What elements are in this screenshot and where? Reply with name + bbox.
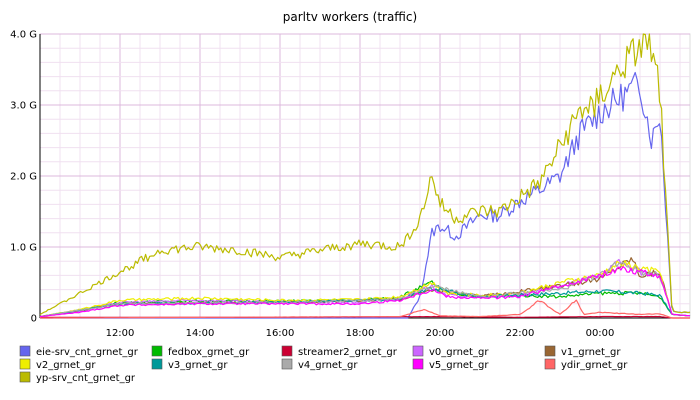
legend-swatch-v0-grnet-gr [412,345,424,357]
legend-swatch-streamer2-grnet-gr [281,345,293,357]
legend-swatch-v3-grnet-gr [151,358,163,370]
legend-label-v4-grnet-gr: v4_grnet_gr [298,360,358,371]
x-tick-label: 16:00 [266,328,295,339]
series-line-v1-grnet-gr [39,257,691,318]
axes: 0 1.0 G 2.0 G 3.0 G 4.0 G 12:00 14:00 16:00 18:0… [10,30,690,339]
series-lines [39,33,691,319]
legend-swatch-yp-srv-cnt-grnet-gr [19,371,31,383]
x-tick-label: 20:00 [426,328,455,339]
legend-label-v0-grnet-gr: v0_grnet_gr [429,347,489,358]
legend-swatch-ydir-grnet-gr [544,358,556,370]
legend-label-v3-grnet-gr: v3_grnet_gr [168,360,228,371]
x-tick-label: 22:00 [506,328,535,339]
y-tick-label: 1.0 G [10,243,37,254]
y-tick-label: 0 [31,314,37,325]
series-line-ydir-grnet-gr [40,299,690,319]
legend-label-v1-grnet-gr: v1_grnet_gr [561,347,621,358]
series-line-v0-grnet-gr [39,258,691,318]
legend-swatch-fedbox-grnet-gr [151,345,163,357]
series-line-v5-grnet-gr [39,266,691,318]
x-tick-label: 18:00 [346,328,375,339]
legend: eie-srv_cnt_grnet_gr fedbox_grnet_gr strea… [19,345,628,384]
x-tick-label: 00:00 [586,328,615,339]
legend-label-streamer2-grnet-gr: streamer2_grnet_gr [298,347,398,358]
legend-swatch-v5-grnet-gr [412,358,424,370]
x-tick-label: 12:00 [106,328,135,339]
legend-label-fedbox-grnet-gr: fedbox_grnet_gr [168,347,250,358]
legend-label-v5-grnet-gr: v5_grnet_gr [429,360,489,371]
legend-swatch-v1-grnet-gr [544,345,556,357]
legend-label-eie-srv-cnt-grnet-gr: eie-srv_cnt_grnet_gr [36,347,139,358]
series-line-v2-grnet-gr [39,260,691,318]
y-tick-label: 2.0 G [10,172,37,183]
legend-swatch-v4-grnet-gr [281,358,293,370]
y-tick-label: 4.0 G [10,30,37,41]
legend-swatch-v2-grnet-gr [19,358,31,370]
legend-label-ydir-grnet-gr: ydir_grnet_gr [561,360,628,371]
legend-label-v2-grnet-gr: v2_grnet_gr [36,360,96,371]
legend-label-yp-srv-cnt-grnet-gr: yp-srv_cnt_grnet_gr [36,373,136,384]
chart-title: parltv workers (traffic) [283,10,417,24]
y-tick-label: 3.0 G [10,101,37,112]
x-tick-label: 14:00 [186,328,215,339]
legend-swatch-eie-srv-cnt-grnet-gr [19,345,31,357]
grid [39,33,691,319]
series-line-yp-srv-cnt-grnet-gr [39,33,691,316]
series-line-eie-srv-cnt-grnet-gr [40,71,691,319]
